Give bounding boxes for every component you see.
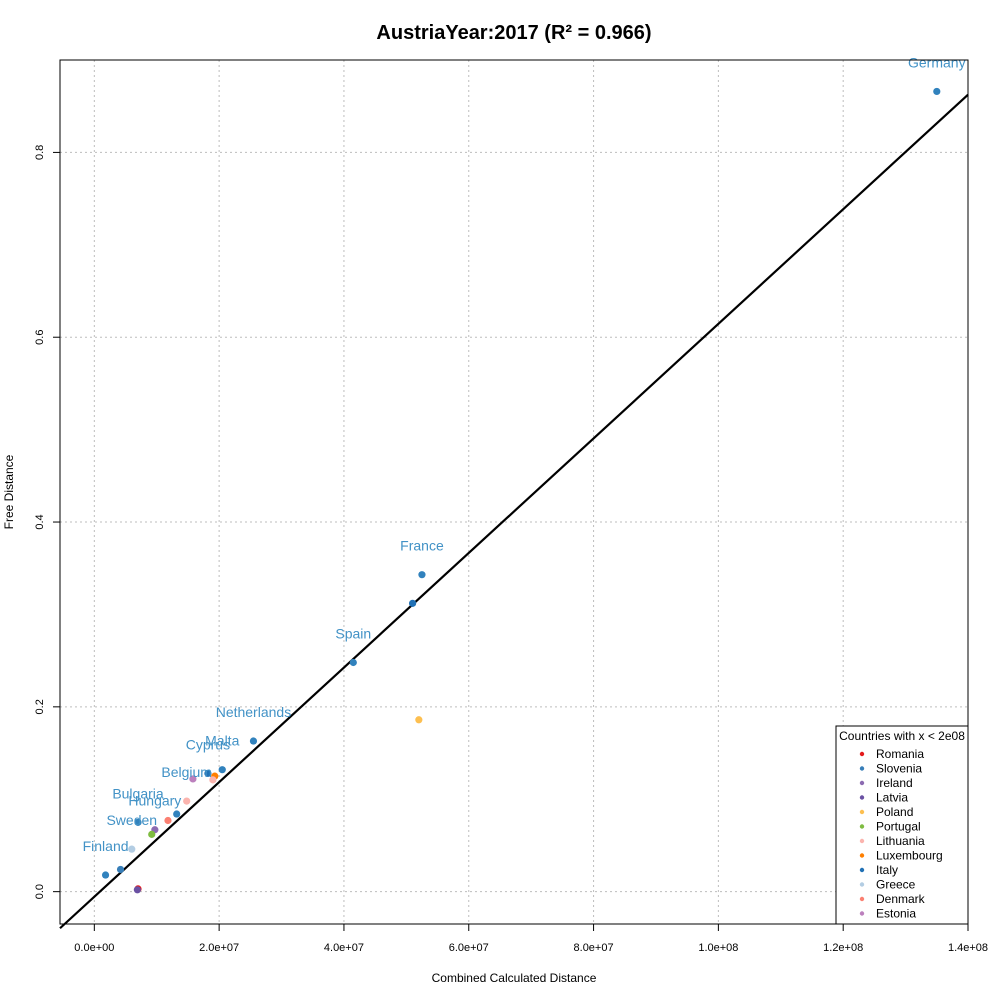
x-tick-label: 1.2e+08 xyxy=(823,942,863,954)
data-point xyxy=(204,769,212,777)
data-point xyxy=(415,716,423,724)
x-tick-label: 8.0e+07 xyxy=(574,942,614,954)
legend-entry: Latvia xyxy=(876,791,908,805)
x-tick-label: 2.0e+07 xyxy=(199,942,239,954)
point-label: Netherlands xyxy=(216,704,292,720)
grid-lines xyxy=(60,60,969,924)
legend-entry: Denmark xyxy=(876,892,926,906)
data-point xyxy=(101,871,110,879)
plot-frame xyxy=(59,59,969,925)
data-point xyxy=(116,865,125,874)
y-tick-label: 0.4 xyxy=(34,514,46,529)
data-point xyxy=(134,818,142,826)
point-label: Cyprus xyxy=(186,736,230,752)
regression-line xyxy=(59,93,969,930)
x-tick-label: 1.0e+08 xyxy=(698,942,738,954)
point-labels: Germany France Spain Netherlands MaltaCyprus… xyxy=(83,54,966,854)
legend-swatch xyxy=(859,751,865,757)
point-label: Hungary xyxy=(128,793,181,809)
data-point xyxy=(418,571,426,579)
data-point xyxy=(148,830,156,838)
data-points xyxy=(101,87,941,894)
y-tick-label: 0.8 xyxy=(34,145,46,160)
data-point xyxy=(408,599,417,607)
legend-swatch xyxy=(859,780,865,786)
legend-swatch xyxy=(859,766,865,771)
legend-swatch xyxy=(859,911,865,916)
point-label: Sweden xyxy=(106,812,157,828)
x-tick-label: 4.0e+07 xyxy=(324,942,364,954)
data-point xyxy=(349,658,357,667)
data-point xyxy=(189,775,197,783)
legend-entry: Greece xyxy=(876,878,916,892)
y-axis: 0.0 0.2 0.4 0.6 0.8 xyxy=(34,145,60,899)
point-label: Germany xyxy=(908,54,966,70)
point-label: Malta xyxy=(205,733,239,749)
data-point xyxy=(218,766,226,774)
legend-swatch xyxy=(859,867,865,873)
x-tick-label: 0.0e+00 xyxy=(74,942,114,954)
legend-entry: Italy xyxy=(876,863,898,877)
data-point xyxy=(133,886,141,894)
point-label: Bulgaria xyxy=(112,785,164,801)
legend-swatch xyxy=(859,853,865,858)
legend-entry: Poland xyxy=(876,805,913,819)
point-label: Finland xyxy=(83,838,129,854)
x-tick-label: 1.4e+08 xyxy=(948,942,988,954)
legend-swatch xyxy=(859,809,865,815)
legend-swatch xyxy=(859,824,865,829)
chart-title: AustriaYear:2017 (R² = 0.966) xyxy=(376,22,651,44)
data-point xyxy=(173,810,181,818)
x-tick-label: 6.0e+07 xyxy=(449,942,489,954)
legend-entry: Slovenia xyxy=(876,762,922,776)
data-point xyxy=(209,776,217,784)
point-label: France xyxy=(400,538,444,554)
x-axis: 0.0e+00 2.0e+07 4.0e+07 6.0e+07 8.0e+07 1.0e+… xyxy=(74,924,988,954)
data-point xyxy=(933,87,941,96)
y-tick-label: 0.0 xyxy=(34,884,46,899)
legend: Countries with x < 2e08 RomaniaSloveniaIr… xyxy=(835,725,969,925)
data-point xyxy=(128,845,136,853)
y-axis-label: Free Distance xyxy=(2,454,16,529)
legend-entry: Lithuania xyxy=(876,834,925,848)
legend-entry: Estonia xyxy=(876,907,916,921)
legend-swatch xyxy=(859,795,865,800)
point-label: Spain xyxy=(335,625,371,641)
data-point xyxy=(249,737,258,745)
y-tick-label: 0.6 xyxy=(34,330,46,345)
legend-title: Countries with x < 2e08 xyxy=(839,729,965,743)
legend-swatch xyxy=(859,896,865,902)
legend-entry: Ireland xyxy=(876,776,913,790)
legend-entry: Romania xyxy=(876,747,924,761)
regression-line-group xyxy=(59,93,969,930)
point-label: Belgium xyxy=(161,764,212,780)
legend-swatch xyxy=(859,882,865,887)
x-axis-label: Combined Calculated Distance xyxy=(432,971,597,985)
legend-box xyxy=(835,725,969,925)
data-point xyxy=(164,816,172,825)
y-tick-label: 0.2 xyxy=(34,699,46,714)
legend-entry: Luxembourg xyxy=(876,849,943,863)
legend-swatch xyxy=(859,838,865,844)
legend-entry: Portugal xyxy=(876,820,921,834)
data-point xyxy=(183,797,191,805)
